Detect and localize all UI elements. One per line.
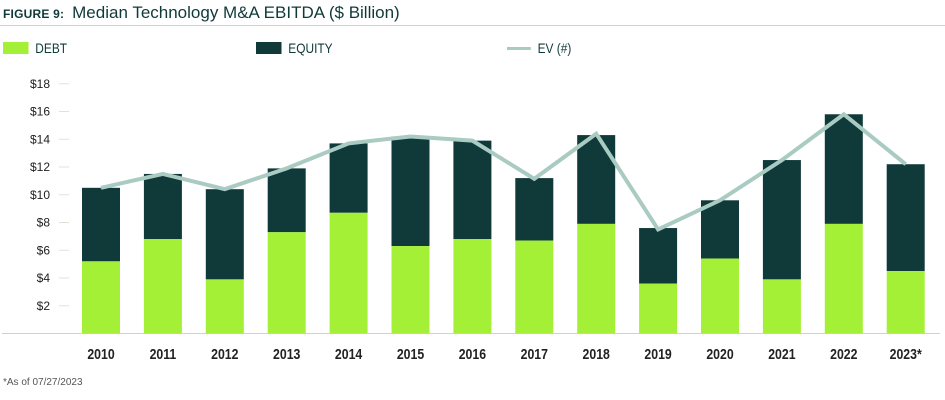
ev-line [100,111,907,232]
ev-point-2012 [224,188,226,190]
ev-point-2017 [533,178,535,180]
ev-point-2015 [410,135,411,137]
x-tick-label: 2019 [644,346,672,362]
ev-point-2019 [657,228,659,230]
x-tick-label: 2010 [87,346,115,362]
bar-equity-2022 [824,114,863,224]
bar-debt-2022 [824,223,863,334]
ev-point-2014 [348,142,350,144]
bar-debt-2010 [82,261,120,334]
chart-title: FIGURE 9: Median Technology M&A EBITDA ($… [3,3,400,23]
bar-equity-2015 [391,136,430,247]
x-tick-label: 2017 [521,346,549,362]
y-tick-label: $4 [37,271,51,285]
x-tick-label: 2015 [397,346,425,362]
bar-debt-2017 [515,240,554,334]
bar-equity-2019 [639,228,678,284]
bar-debt-2016 [453,239,492,334]
bar-debt-2013 [267,232,306,334]
x-tick-label: 2013 [273,346,301,362]
bar-equity-2020 [701,200,739,259]
bar-equity-2013 [267,168,306,233]
legend-equity: EQUITY [256,40,333,56]
x-tick-label: 2014 [335,346,363,362]
legend-equity-label: EQUITY [288,40,333,56]
bar-equity-2012 [205,189,244,280]
ev-point-2018 [595,133,597,135]
y-tick-label: $8 [37,216,51,230]
legend-debt-swatch [3,42,29,54]
legend-ev: EV (#) [507,40,571,56]
bar-debt-2019 [639,283,678,334]
bar-debt-2011 [143,239,182,334]
x-tick-label: 2022 [830,346,858,362]
x-tick-label: 2018 [583,346,611,362]
bar-debt-2023* [886,271,925,334]
bar-equity-2014 [329,143,368,213]
y-tick-label: $18 [30,77,50,91]
x-tick-label: 2011 [150,346,177,362]
ev-point-2016 [471,140,473,142]
y-tick-label: $14 [30,132,50,146]
y-tick-label: $6 [37,243,51,257]
footnote: *As of 07/27/2023 [3,377,83,388]
bar-equity-2010 [82,187,120,262]
bar-debt-2012 [205,279,244,334]
bar-equity-2011 [143,173,182,240]
bar-equity-2017 [515,178,554,241]
bar-debt-2014 [329,212,368,334]
x-tick-label: 2021 [768,346,796,362]
title-text: Median Technology M&A EBITDA ($ Billion) [72,3,400,22]
bar-equity-2023* [886,164,925,272]
ev-point-2022 [843,113,845,115]
bar-debt-2015 [391,246,430,334]
x-tick-label: 2016 [459,346,487,362]
legend-equity-swatch [256,42,282,54]
ev-point-2020 [719,199,721,201]
bar-equity-2021 [762,160,801,280]
ev-point-2023* [905,163,907,165]
legend-debt: DEBT [3,40,67,56]
bar-equity-2018 [577,135,616,224]
y-tick-label: $2 [37,299,51,313]
x-tick-label: 2023* [890,346,923,362]
ev-point-2013 [286,167,288,169]
ev-point-2021 [781,159,783,161]
ev-point-2011 [162,173,164,175]
legend-ev-swatch [507,46,531,50]
bar-equity-2016 [453,140,492,240]
ev-point-2010 [100,187,102,189]
x-tick-label: 2020 [706,346,734,362]
legend-debt-label: DEBT [35,40,68,56]
figure-label: FIGURE 9: [3,7,65,21]
bar-debt-2020 [701,258,739,334]
legend-ev-label: EV (#) [537,40,572,56]
title-divider [0,25,945,26]
bar-debt-2021 [762,279,801,334]
y-tick-label: $10 [30,188,50,202]
bar-debt-2018 [577,223,616,334]
y-tick-label: $16 [30,105,50,119]
y-tick-label: $12 [30,160,50,174]
x-tick-label: 2012 [211,346,239,362]
